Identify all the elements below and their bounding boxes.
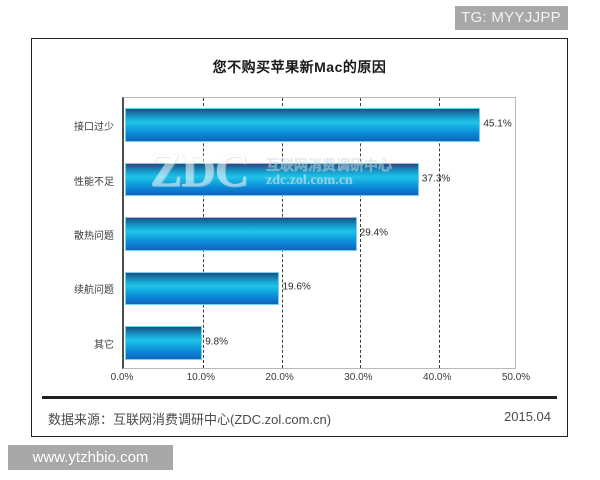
site-watermark: www.ytzhbio.com	[8, 445, 173, 470]
x-tick-label-0: 0.0%	[110, 372, 134, 383]
category-label-1: 性能不足	[74, 176, 114, 188]
footer-source: 数据来源：互联网消费调研中心(ZDC.zol.com.cn)	[48, 412, 332, 427]
x-tick-label-3: 30.0%	[344, 372, 373, 383]
gridline-300	[360, 98, 362, 368]
bar-value-label: 19.6%	[282, 281, 311, 293]
chart-card: 您不购买苹果新Mac的原因 接口过少性能不足散热问题续航问题其它 45.1% 37…	[31, 38, 568, 437]
bar-3[interactable]	[125, 271, 280, 306]
bar-value-label: 37.3%	[421, 173, 451, 185]
footer-date: 2015.04	[504, 409, 551, 424]
category-axis: 接口过少性能不足散热问题续航问题其它	[32, 97, 122, 369]
plot-area	[122, 97, 516, 369]
bar-row	[124, 162, 515, 197]
bar-value-label: 9.8%	[205, 336, 229, 348]
bar-row	[124, 217, 515, 251]
tg-badge: TG: MYYJJPP	[455, 6, 568, 30]
category-label-3: 续航问题	[74, 285, 114, 297]
bar-0[interactable]	[125, 108, 481, 143]
category-label-4: 其它	[94, 339, 114, 351]
footer: 数据来源：互联网消费调研中心(ZDC.zol.com.cn) 2015.04	[42, 405, 557, 435]
x-tick-label-1: 10.0%	[186, 372, 215, 383]
category-label-0: 接口过少	[74, 122, 114, 134]
x-axis: 0.0% 10.0% 20.0% 30.0% 40.0% 50.0%	[111, 372, 531, 388]
bar-1[interactable]	[125, 162, 419, 197]
plot-wrap: 45.1% 37.3% 29.4% 19.6% 9.8%	[122, 97, 516, 369]
footer-divider	[42, 396, 557, 399]
bar-value-label: 29.4%	[359, 227, 389, 239]
x-tick-label-2: 20.0%	[265, 372, 294, 383]
bar-row	[124, 108, 515, 143]
x-tick-label-5: 50.0%	[501, 372, 531, 383]
chart-title: 您不购买苹果新Mac的原因	[212, 59, 387, 75]
bar-4[interactable]	[125, 325, 203, 360]
bar-value-label: 45.1%	[483, 118, 512, 130]
bar-row	[124, 271, 515, 306]
x-tick-label-4: 40.0%	[423, 372, 452, 383]
gridline-400	[439, 98, 441, 368]
bar-row	[124, 325, 515, 360]
bar-2[interactable]	[125, 217, 357, 251]
category-label-2: 散热问题	[74, 231, 114, 242]
